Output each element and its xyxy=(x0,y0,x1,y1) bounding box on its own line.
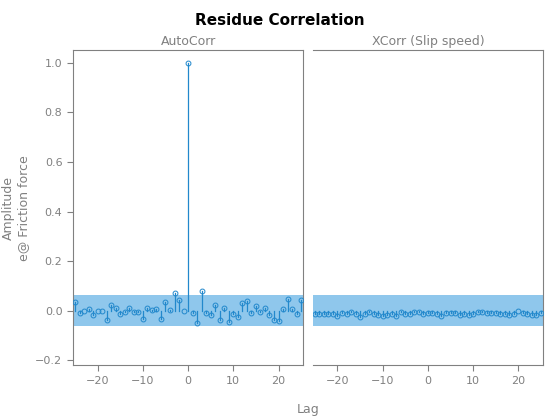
Line: Static friction model: Static friction model xyxy=(312,308,543,319)
Static friction model xyxy=(298,298,305,303)
Y-axis label: Amplitude
e@ Friction force: Amplitude e@ Friction force xyxy=(2,155,30,261)
Static friction model xyxy=(384,313,390,318)
Static friction model xyxy=(139,316,146,321)
Static friction model xyxy=(72,299,78,304)
Static friction model xyxy=(122,309,128,314)
Title: XCorr (Slip speed): XCorr (Slip speed) xyxy=(372,35,484,48)
Static friction model xyxy=(538,311,544,316)
Static friction model xyxy=(357,314,363,319)
Static friction model xyxy=(533,312,540,318)
Static friction model xyxy=(293,311,300,316)
Static friction model xyxy=(144,305,151,310)
Static friction model xyxy=(465,312,472,317)
Static friction model xyxy=(194,321,200,326)
Title: AutoCorr: AutoCorr xyxy=(161,35,216,48)
Static friction model xyxy=(389,312,395,317)
Static friction model xyxy=(479,309,486,314)
Static friction model xyxy=(244,299,250,304)
Static friction model xyxy=(515,308,522,313)
Static friction model xyxy=(366,309,372,314)
Static friction model xyxy=(185,60,192,66)
Text: Lag: Lag xyxy=(297,403,319,416)
Static friction model xyxy=(311,311,318,316)
Line: Static friction model: Static friction model xyxy=(73,60,304,326)
Text: Residue Correlation: Residue Correlation xyxy=(195,13,365,28)
Static friction model xyxy=(230,312,237,317)
